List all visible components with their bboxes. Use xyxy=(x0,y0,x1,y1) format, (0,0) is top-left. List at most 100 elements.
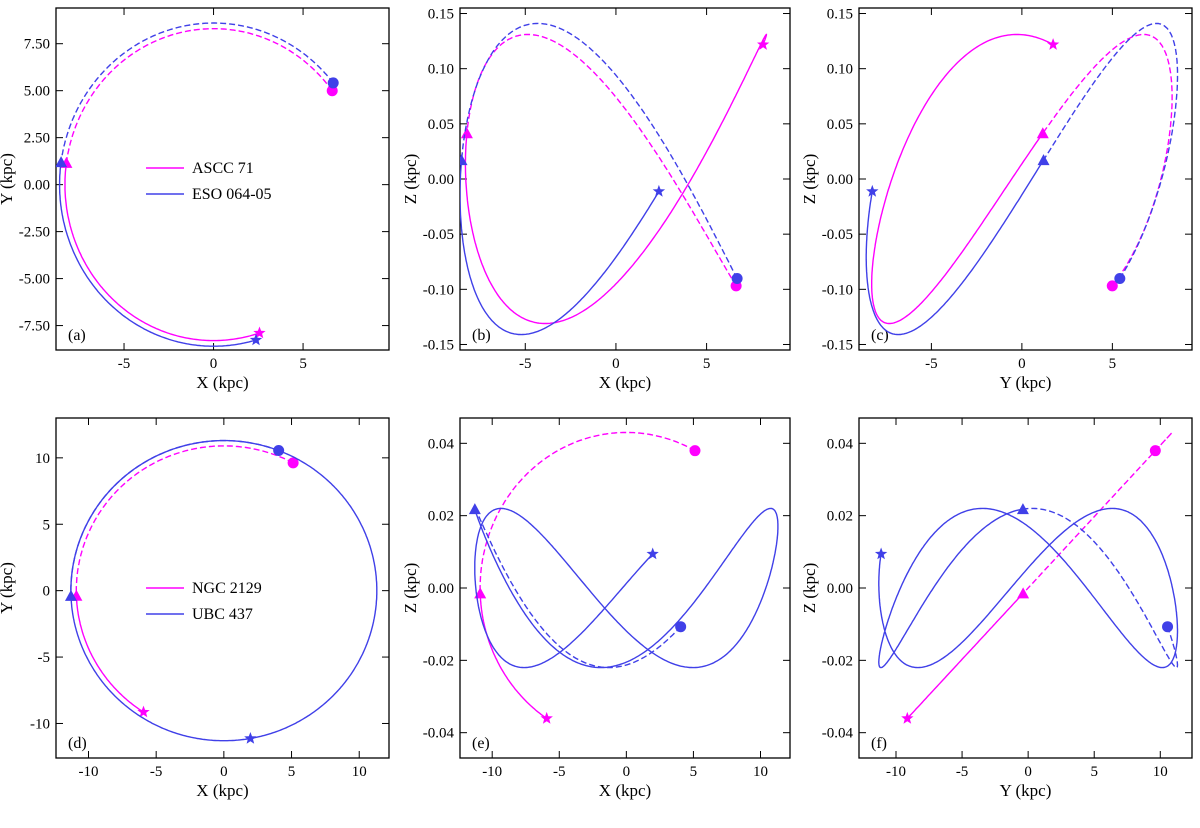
future-position-marker xyxy=(540,711,553,724)
y-axis-label: Z (kpc) xyxy=(800,154,819,205)
y-tick-label: 0.00 xyxy=(827,172,853,188)
orbit-future-ngc-2129 xyxy=(75,595,144,713)
orbit-future-eso-064-05 xyxy=(58,161,257,347)
y-tick-label: 0.10 xyxy=(428,62,454,78)
axes-frame xyxy=(858,7,1193,351)
axes-frame xyxy=(459,7,791,351)
birth-position-marker xyxy=(460,154,468,166)
x-tick-label: 0 xyxy=(210,356,218,372)
orbit-future-ascc-71 xyxy=(871,33,1054,325)
x-tick-label: 5 xyxy=(299,356,307,372)
x-axis-label: X (kpc) xyxy=(196,373,248,392)
orbit-group xyxy=(64,439,378,744)
x-tick-label: -5 xyxy=(150,764,163,780)
y-axis-label: Y (kpc) xyxy=(0,153,16,205)
x-axis-label: Y (kpc) xyxy=(1000,781,1052,800)
orbit-past-ascc-71 xyxy=(65,28,333,163)
y-tick-label: 0.00 xyxy=(827,581,853,597)
axes-frame xyxy=(55,417,390,759)
y-tick-label: 0.05 xyxy=(827,117,853,133)
x-tick-label: -5 xyxy=(553,764,566,780)
orbit-future-ascc-71 xyxy=(464,33,768,325)
x-tick-label: 5 xyxy=(690,764,698,780)
birth-position-marker xyxy=(64,589,77,601)
orbit-group xyxy=(874,431,1179,724)
axes-frame xyxy=(55,7,390,351)
orbit-past-ubc-437 xyxy=(474,506,682,669)
orbit-future-ubc-437 xyxy=(474,507,779,669)
future-position-marker xyxy=(901,711,914,724)
birth-position-marker xyxy=(1037,154,1050,166)
orbit-group xyxy=(468,431,779,724)
panel-b: -5 0 5 -0.15 -0.10 -0.05 0.00 0.05 0.10 0.15 X (kp… xyxy=(401,7,791,392)
y-tick-label: -5.00 xyxy=(19,272,50,288)
x-tick-label: 0 xyxy=(612,356,620,372)
y-axis-label: Y (kpc) xyxy=(0,562,16,614)
y-axis-label: Z (kpc) xyxy=(800,563,819,614)
future-position-marker xyxy=(249,333,263,346)
current-position-marker xyxy=(1162,621,1174,633)
panel-tag: (a) xyxy=(68,327,86,344)
x-axis-label: X (kpc) xyxy=(196,781,248,800)
orbit-past-ngc-2129 xyxy=(75,445,294,596)
current-position-marker xyxy=(273,445,285,457)
x-axis-label: X (kpc) xyxy=(599,781,651,800)
current-position-marker xyxy=(731,273,743,285)
current-position-marker xyxy=(1149,445,1161,457)
x-tick-label: 10 xyxy=(1153,764,1168,780)
panel-f: -10 -5 0 5 10 -0.04 -0.02 0.00 0.02 0.04 Y (kpc) Z … xyxy=(800,417,1193,800)
y-tick-label: -0.15 xyxy=(822,337,853,353)
x-axis-label: X (kpc) xyxy=(599,373,651,392)
orbit-past-eso-064-05 xyxy=(1042,22,1179,279)
orbit-past-ubc-437 xyxy=(70,439,279,596)
orbit-past-ascc-71 xyxy=(1042,33,1173,287)
future-position-marker xyxy=(652,184,666,197)
orbit-future-ascc-71 xyxy=(64,162,260,342)
y-tick-label: 0.00 xyxy=(24,178,50,194)
panel-tag: (b) xyxy=(472,327,491,344)
panel-tag: (c) xyxy=(871,327,889,344)
y-tick-label: -5 xyxy=(38,650,51,666)
current-position-marker xyxy=(689,445,701,457)
panel-d: -10 -5 0 5 10 -10 -5 0 5 10 X (kpc) Y (kpc) (d) NGC 2… xyxy=(0,417,390,800)
orbit-future-eso-064-05 xyxy=(460,160,660,336)
y-tick-label: 7.50 xyxy=(24,37,50,53)
future-position-marker xyxy=(1046,38,1060,50)
axes-frame xyxy=(858,417,1193,759)
legend-label: ASCC 71 xyxy=(192,160,254,177)
y-axis-label: Z (kpc) xyxy=(401,154,420,205)
x-tick-label: 5 xyxy=(1090,764,1098,780)
y-tick-label: -2.50 xyxy=(19,225,50,241)
y-tick-label: 0.02 xyxy=(827,509,853,525)
current-position-marker xyxy=(1106,280,1118,292)
orbit-past-ngc-2129 xyxy=(479,431,696,594)
legend-label: ESO 064-05 xyxy=(192,186,272,203)
x-tick-label: 0 xyxy=(220,764,228,780)
y-tick-label: -0.05 xyxy=(822,227,853,243)
orbit-future-ubc-437 xyxy=(70,439,378,742)
orbit-past-ascc-71 xyxy=(466,33,737,287)
orbit-future-ubc-437 xyxy=(878,507,1179,669)
x-tick-label: 5 xyxy=(1109,356,1117,372)
y-tick-label: -0.02 xyxy=(822,653,853,669)
orbit-group xyxy=(865,22,1179,336)
y-tick-label: 0 xyxy=(43,584,51,600)
legend-label: NGC 2129 xyxy=(192,580,262,597)
y-tick-label: -0.04 xyxy=(822,726,854,742)
y-tick-label: 10 xyxy=(35,451,50,467)
orbit-past-ngc-2129 xyxy=(1022,431,1173,594)
future-position-marker xyxy=(137,705,150,718)
y-tick-label: 0.10 xyxy=(827,62,853,78)
future-position-marker xyxy=(646,547,659,560)
y-tick-label: 2.50 xyxy=(24,131,50,147)
y-tick-label: 0.02 xyxy=(428,509,454,525)
orbit-group xyxy=(460,22,770,336)
y-tick-label: 5 xyxy=(43,517,51,533)
y-tick-label: 0.04 xyxy=(827,436,854,452)
y-tick-label: -0.10 xyxy=(822,282,853,298)
x-tick-label: 0 xyxy=(623,764,631,780)
y-tick-label: -7.50 xyxy=(19,319,50,335)
future-position-marker xyxy=(244,732,257,744)
current-position-marker xyxy=(675,621,687,633)
